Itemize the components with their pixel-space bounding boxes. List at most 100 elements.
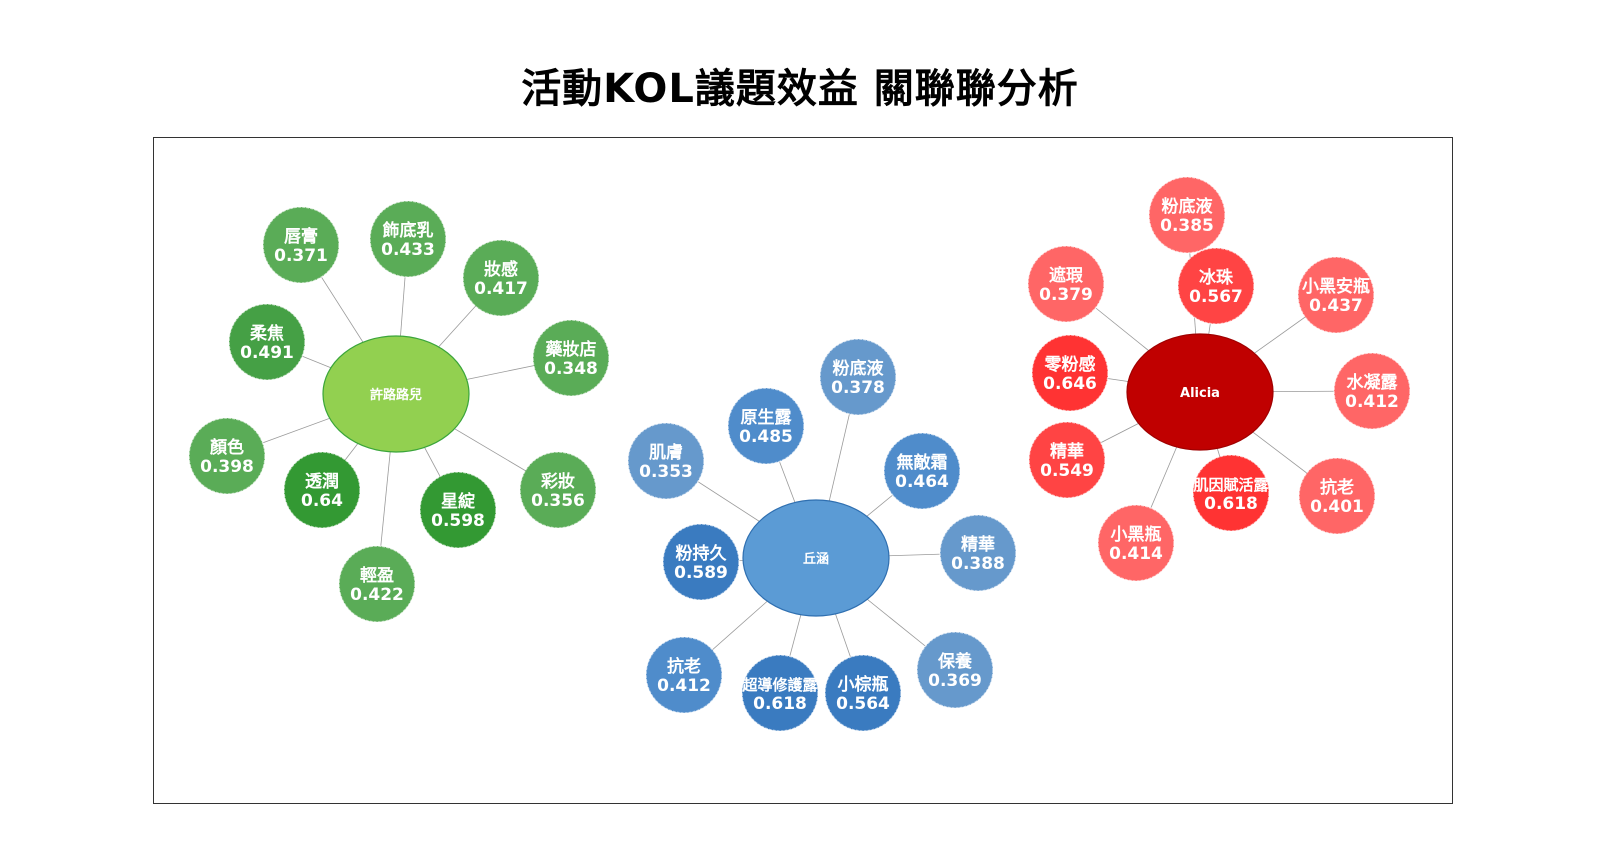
topic-circle <box>883 432 961 510</box>
topic-node-blue-9[interactable]: 保養0.369 <box>916 631 994 709</box>
topic-label: 無敵霜 <box>897 452 948 473</box>
topic-label: 輕盈 <box>360 565 394 586</box>
topic-circle <box>1028 421 1106 499</box>
topic-value: 0.618 <box>1204 494 1258 514</box>
topic-label: 遮瑕 <box>1049 265 1083 286</box>
topic-node-green-8[interactable]: 彩妝0.356 <box>519 451 597 529</box>
topic-value: 0.618 <box>753 694 807 714</box>
topic-value: 0.589 <box>674 563 728 583</box>
topic-label: 超導修護露 <box>741 676 818 694</box>
topic-label: 妝感 <box>484 259 518 280</box>
topic-value: 0.414 <box>1109 544 1163 564</box>
topic-label: 抗老 <box>667 656 701 677</box>
topic-circle <box>262 206 340 284</box>
topic-circle <box>824 654 902 732</box>
topic-circle <box>1192 454 1270 532</box>
topic-node-red-6[interactable]: 精華0.549 <box>1028 421 1106 499</box>
topic-label: 抗老 <box>1320 477 1354 498</box>
topic-label: 小黑安瓶 <box>1302 276 1370 297</box>
topic-label: 顏色 <box>210 437 244 458</box>
topic-value: 0.369 <box>928 671 982 691</box>
topic-label: 柔焦 <box>250 323 284 344</box>
topic-label: 粉底液 <box>833 358 884 379</box>
topic-circle <box>727 387 805 465</box>
topic-circle <box>1297 256 1375 334</box>
topic-value: 0.417 <box>474 279 528 299</box>
topic-value: 0.485 <box>739 427 793 447</box>
topic-circle <box>519 451 597 529</box>
topic-value: 0.549 <box>1040 461 1094 481</box>
topic-circle <box>1177 247 1255 325</box>
topic-node-green-0[interactable]: 唇膏0.371 <box>262 206 340 284</box>
hub-node-blue[interactable]: 丘涵 <box>742 499 890 617</box>
topic-circle <box>369 200 447 278</box>
topic-node-green-9[interactable]: 輕盈0.422 <box>338 545 416 623</box>
topic-value: 0.356 <box>531 491 585 511</box>
topic-value: 0.348 <box>544 359 598 379</box>
topic-value: 0.401 <box>1310 497 1364 517</box>
topic-node-blue-6[interactable]: 抗老0.412 <box>645 636 723 714</box>
topic-node-green-4[interactable]: 柔焦0.491 <box>228 303 306 381</box>
topic-circle <box>283 451 361 529</box>
hub-label: Alicia <box>1180 386 1220 401</box>
topic-label: 透潤 <box>305 471 339 492</box>
topic-value: 0.491 <box>240 343 294 363</box>
topic-node-green-7[interactable]: 星綻0.598 <box>419 471 497 549</box>
topic-value: 0.64 <box>301 491 343 511</box>
topic-value: 0.598 <box>431 511 485 531</box>
topic-circle <box>916 631 994 709</box>
topic-circle <box>338 545 416 623</box>
topic-value: 0.385 <box>1160 216 1214 236</box>
topic-label: 粉底液 <box>1162 196 1213 217</box>
topic-circle <box>741 654 819 732</box>
topic-circle <box>819 338 897 416</box>
nodes-layer: 許路路兒唇膏0.371飾底乳0.433妝感0.417藥妝店0.348柔焦0.49… <box>188 176 1411 732</box>
topic-node-green-6[interactable]: 透潤0.64 <box>283 451 361 529</box>
topic-node-green-2[interactable]: 妝感0.417 <box>462 239 540 317</box>
topic-circle <box>532 319 610 397</box>
hub-node-red[interactable]: Alicia <box>1126 333 1274 451</box>
topic-value: 0.398 <box>200 457 254 477</box>
topic-circle <box>462 239 540 317</box>
topic-node-blue-4[interactable]: 精華0.388 <box>939 514 1017 592</box>
topic-label: 零粉感 <box>1044 354 1096 375</box>
topic-label: 肌膚 <box>649 442 683 463</box>
topic-value: 0.646 <box>1043 374 1097 394</box>
topic-label: 星綻 <box>441 491 476 512</box>
topic-label: 肌因賦活露 <box>1193 476 1269 494</box>
topic-circle <box>188 417 266 495</box>
topic-node-red-2[interactable]: 冰珠0.567 <box>1177 247 1255 325</box>
topic-value: 0.437 <box>1309 296 1363 316</box>
topic-value: 0.433 <box>381 240 435 260</box>
topic-circle <box>645 636 723 714</box>
topic-circle <box>627 422 705 500</box>
topic-node-blue-2[interactable]: 肌膚0.353 <box>627 422 705 500</box>
topic-circle <box>1031 334 1109 412</box>
topic-label: 保養 <box>937 651 972 672</box>
topic-value: 0.388 <box>951 554 1005 574</box>
topic-node-red-1[interactable]: 遮瑕0.379 <box>1027 245 1105 323</box>
topic-circle <box>228 303 306 381</box>
network-diagram: 許路路兒唇膏0.371飾底乳0.433妝感0.417藥妝店0.348柔焦0.49… <box>188 176 1411 732</box>
topic-node-red-8[interactable]: 抗老0.401 <box>1298 457 1376 535</box>
hub-node-green[interactable]: 許路路兒 <box>322 335 470 453</box>
topic-value: 0.567 <box>1189 287 1243 307</box>
diagram-frame: 許路路兒 唇膏 0.371 飾底乳 0.433 妝感 0.417 藥妝店 0.348 柔焦 0.49… <box>153 137 1453 804</box>
topic-node-green-5[interactable]: 顏色0.398 <box>188 417 266 495</box>
topic-label: 小黑瓶 <box>1111 524 1162 545</box>
topic-value: 0.379 <box>1039 285 1093 305</box>
